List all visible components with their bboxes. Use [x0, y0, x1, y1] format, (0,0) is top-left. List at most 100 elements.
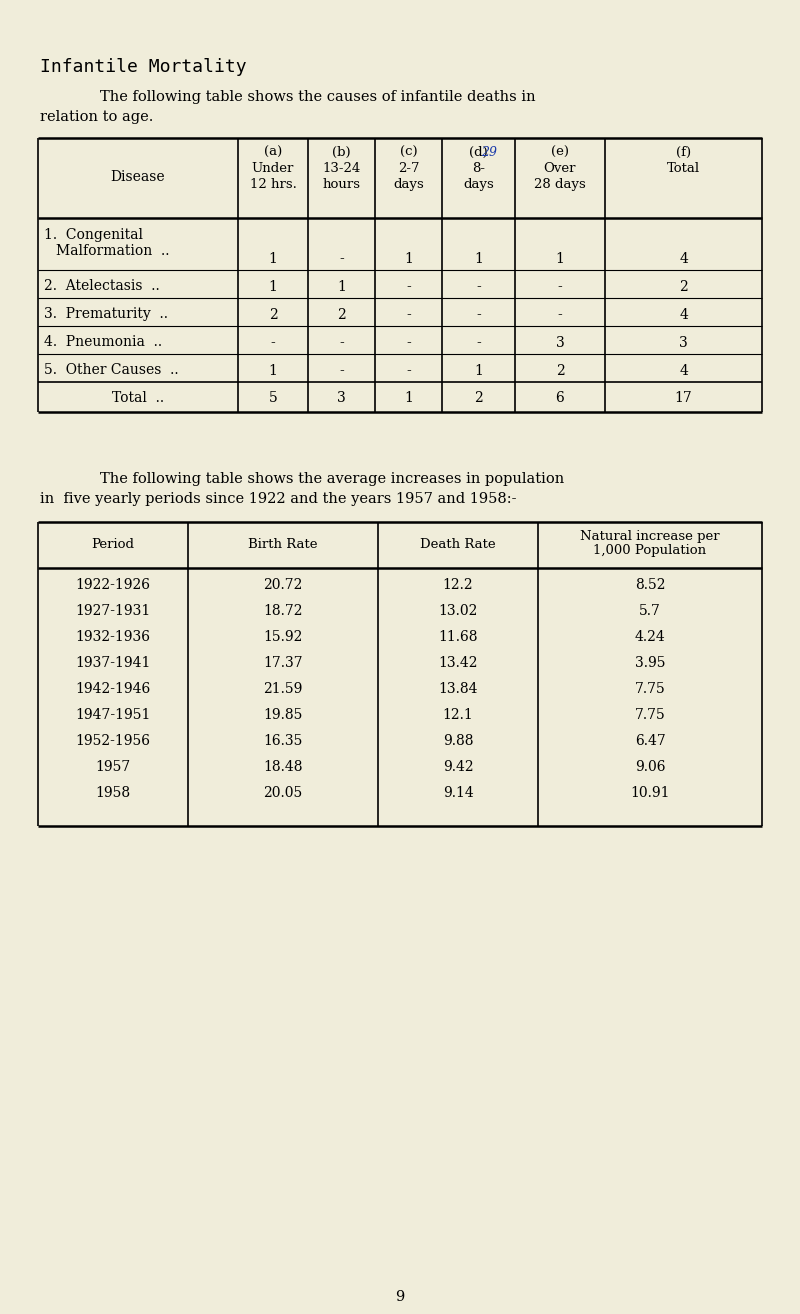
Text: 3: 3	[337, 392, 346, 405]
Text: 29: 29	[482, 146, 498, 159]
Text: 1: 1	[269, 280, 278, 294]
Text: 6.47: 6.47	[634, 735, 666, 748]
Text: 8-: 8-	[472, 162, 485, 175]
Text: Death Rate: Death Rate	[420, 537, 496, 551]
Text: 3: 3	[679, 336, 688, 350]
Text: 1: 1	[269, 252, 278, 265]
Text: 2: 2	[474, 392, 483, 405]
Text: 1947-1951: 1947-1951	[75, 708, 150, 721]
Text: 5: 5	[269, 392, 278, 405]
Text: 12 hrs.: 12 hrs.	[250, 177, 297, 191]
Text: 11.68: 11.68	[438, 629, 478, 644]
Text: 1958: 1958	[95, 786, 130, 800]
Text: Total  ..: Total ..	[112, 392, 164, 405]
Text: 13.42: 13.42	[438, 656, 478, 670]
Text: 18.72: 18.72	[263, 604, 302, 618]
Text: Total: Total	[667, 162, 700, 175]
Text: 1: 1	[474, 364, 483, 378]
Text: 7.75: 7.75	[634, 682, 666, 696]
Text: 1957: 1957	[95, 759, 130, 774]
Text: 1: 1	[474, 252, 483, 265]
Text: 6: 6	[556, 392, 564, 405]
Text: -: -	[476, 280, 481, 294]
Text: hours: hours	[322, 177, 361, 191]
Text: 3.  Prematurity  ..: 3. Prematurity ..	[44, 307, 168, 321]
Text: 28 days: 28 days	[534, 177, 586, 191]
Text: 20.72: 20.72	[263, 578, 302, 593]
Text: days: days	[463, 177, 494, 191]
Text: 1927-1931: 1927-1931	[75, 604, 150, 618]
Text: 1932-1936: 1932-1936	[75, 629, 150, 644]
Text: 9.42: 9.42	[442, 759, 474, 774]
Text: 4.24: 4.24	[634, 629, 666, 644]
Text: 3: 3	[556, 336, 564, 350]
Text: Over: Over	[544, 162, 576, 175]
Text: 2: 2	[556, 364, 564, 378]
Text: 1922-1926: 1922-1926	[75, 578, 150, 593]
Text: -: -	[476, 336, 481, 350]
Text: 17: 17	[674, 392, 692, 405]
Text: 1: 1	[404, 392, 413, 405]
Text: 3.95: 3.95	[634, 656, 666, 670]
Text: 2.  Atelectasis  ..: 2. Atelectasis ..	[44, 279, 160, 293]
Text: Malformation  ..: Malformation ..	[56, 244, 170, 258]
Text: 9.88: 9.88	[442, 735, 474, 748]
Text: The following table shows the causes of infantile deaths in: The following table shows the causes of …	[100, 89, 536, 104]
Text: 1952-1956: 1952-1956	[75, 735, 150, 748]
Text: 5.7: 5.7	[639, 604, 661, 618]
Text: 12.2: 12.2	[442, 578, 474, 593]
Text: 1942-1946: 1942-1946	[75, 682, 150, 696]
Text: 7.75: 7.75	[634, 708, 666, 721]
Text: relation to age.: relation to age.	[40, 110, 154, 124]
Text: 4: 4	[679, 307, 688, 322]
Text: 1,000 Population: 1,000 Population	[594, 544, 706, 557]
Text: Natural increase per: Natural increase per	[580, 530, 720, 543]
Text: -: -	[558, 280, 562, 294]
Text: -: -	[558, 307, 562, 322]
Text: 4: 4	[679, 252, 688, 265]
Text: (d): (d)	[469, 146, 488, 159]
Text: 1937-1941: 1937-1941	[75, 656, 150, 670]
Text: 17.37: 17.37	[263, 656, 303, 670]
Text: Period: Period	[91, 537, 134, 551]
Text: 4: 4	[679, 364, 688, 378]
Text: 16.35: 16.35	[263, 735, 302, 748]
Text: 1: 1	[269, 364, 278, 378]
Text: 13.02: 13.02	[438, 604, 478, 618]
Text: 13.84: 13.84	[438, 682, 478, 696]
Text: 8.52: 8.52	[634, 578, 666, 593]
Text: -: -	[406, 336, 411, 350]
Text: -: -	[339, 252, 344, 265]
Text: -: -	[406, 307, 411, 322]
Text: 9.14: 9.14	[442, 786, 474, 800]
Text: 4.  Pneumonia  ..: 4. Pneumonia ..	[44, 335, 162, 350]
Text: Disease: Disease	[110, 170, 166, 184]
Text: (e): (e)	[551, 146, 569, 159]
Text: 1: 1	[337, 280, 346, 294]
Text: 2: 2	[269, 307, 278, 322]
Text: 10.91: 10.91	[630, 786, 670, 800]
Text: days: days	[393, 177, 424, 191]
Text: (a): (a)	[264, 146, 282, 159]
Text: 21.59: 21.59	[263, 682, 302, 696]
Text: -: -	[339, 336, 344, 350]
Text: 15.92: 15.92	[263, 629, 302, 644]
Text: -: -	[270, 336, 275, 350]
Text: (b): (b)	[332, 146, 351, 159]
Text: 19.85: 19.85	[263, 708, 302, 721]
Text: 13-24: 13-24	[322, 162, 361, 175]
Text: -: -	[406, 364, 411, 378]
Text: 1: 1	[404, 252, 413, 265]
Text: 9: 9	[395, 1290, 405, 1303]
Text: 9.06: 9.06	[634, 759, 666, 774]
Text: Birth Rate: Birth Rate	[248, 537, 318, 551]
Text: The following table shows the average increases in population: The following table shows the average in…	[100, 472, 564, 486]
Text: (f): (f)	[676, 146, 691, 159]
Text: 2: 2	[679, 280, 688, 294]
Text: 12.1: 12.1	[442, 708, 474, 721]
Text: -: -	[476, 307, 481, 322]
Text: 1.  Congenital: 1. Congenital	[44, 229, 143, 242]
Text: 18.48: 18.48	[263, 759, 302, 774]
Text: 1: 1	[555, 252, 565, 265]
Text: -: -	[339, 364, 344, 378]
